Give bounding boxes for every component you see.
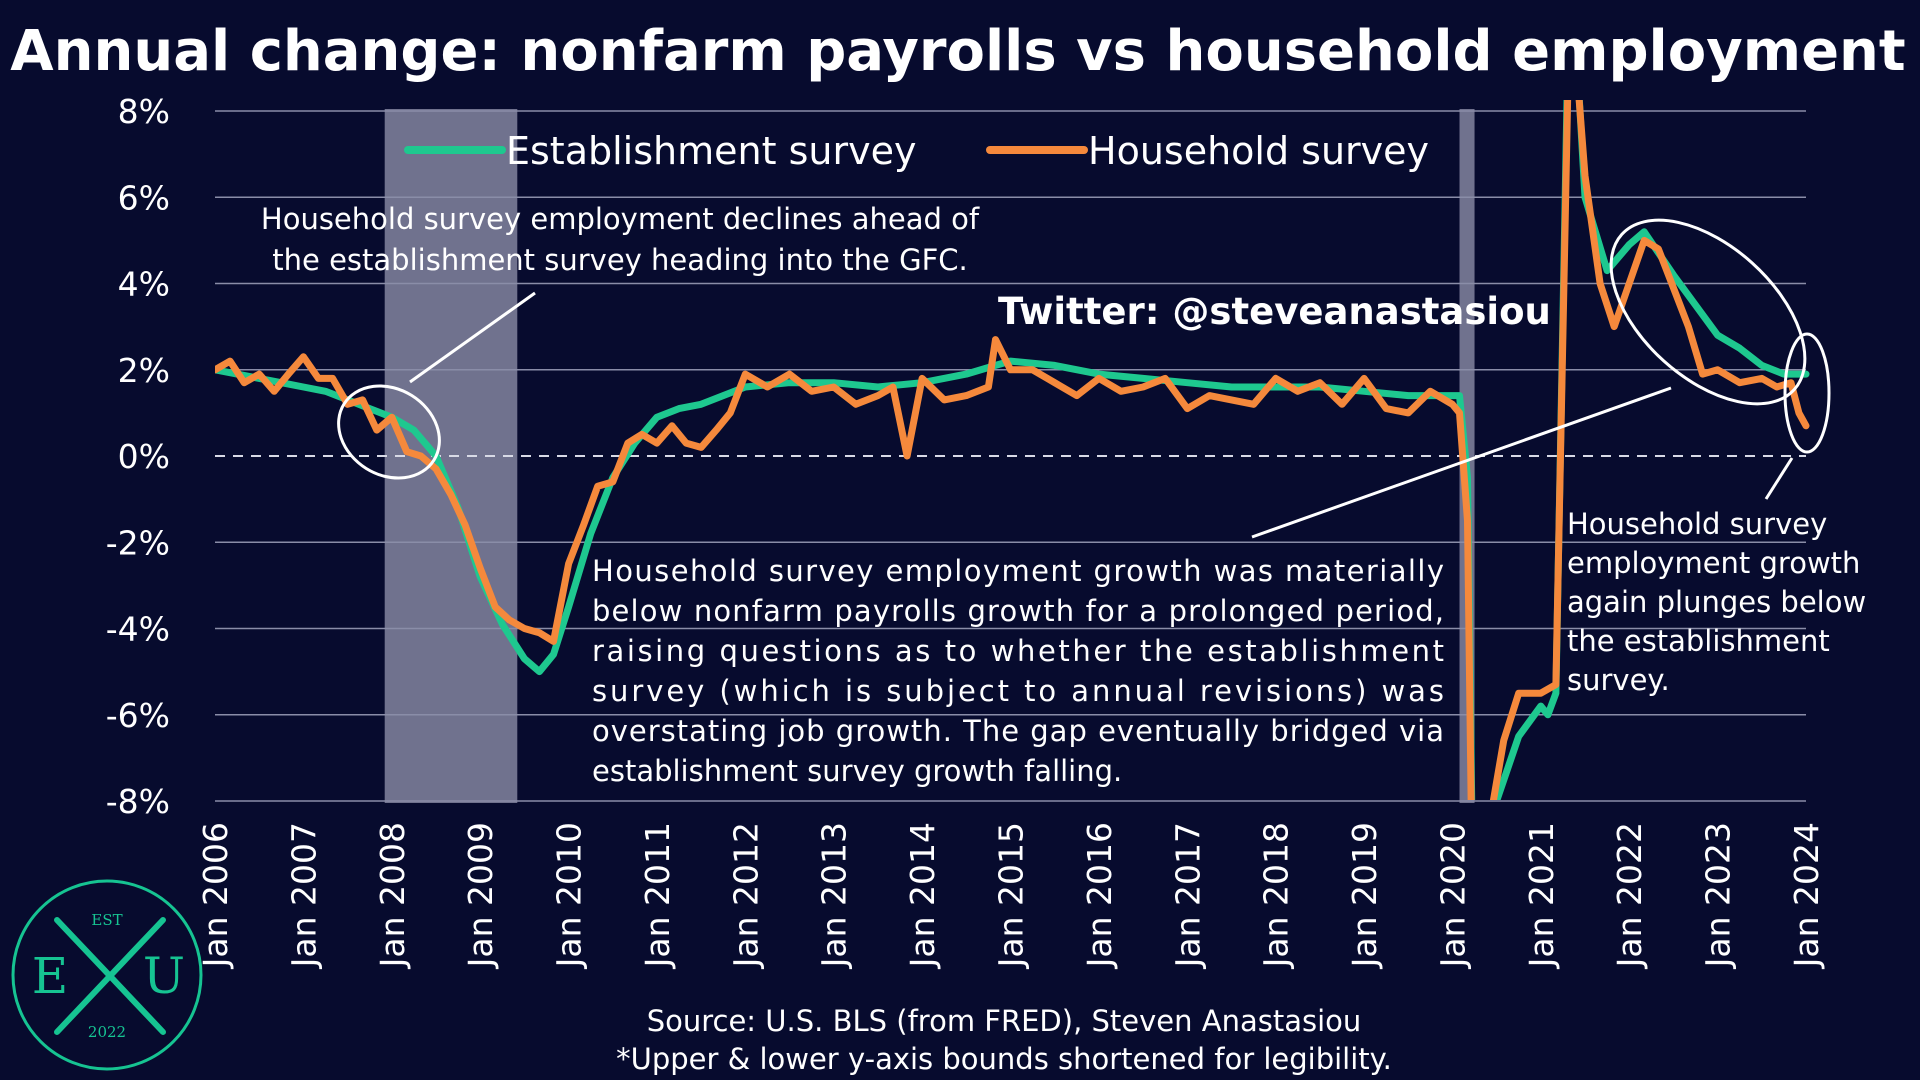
y-tick-label-6: -4% bbox=[106, 610, 170, 649]
annotation-plunge-line-4: the establishment bbox=[1567, 624, 1830, 658]
annotation-gfc-line-2: the establishment survey heading into th… bbox=[272, 243, 967, 277]
annotation-plunge-line-3: again plunges below bbox=[1567, 585, 1866, 619]
x-tick-label-11: Jan 2017 bbox=[1168, 822, 1207, 969]
x-tick-label-9: Jan 2015 bbox=[992, 822, 1031, 969]
source-line-1: Source: U.S. BLS (from FRED), Steven Ana… bbox=[647, 1004, 1362, 1038]
x-tick-label-8: Jan 2014 bbox=[903, 822, 942, 969]
annotation-gap: Household survey employment growth was m… bbox=[592, 218, 1807, 788]
annotation-plunge-pointer bbox=[1764, 457, 1794, 500]
grid-lines bbox=[215, 110, 1806, 802]
logo: EST E U 2022 bbox=[11, 879, 203, 1071]
y-tick-label-4: 0% bbox=[118, 437, 170, 476]
annotation-gfc-pointer bbox=[409, 291, 536, 384]
x-tick-label-2: Jan 2008 bbox=[373, 822, 412, 969]
annotation-gap-line-4: survey (which is subject to annual revis… bbox=[592, 674, 1444, 708]
annotation-gap-pointer bbox=[1251, 386, 1672, 539]
y-axis-ticks: 8% 6% 4% 2% 0% -2% -4% -6% -8% bbox=[106, 92, 170, 821]
x-tick-label-16: Jan 2022 bbox=[1610, 822, 1649, 969]
annotation-plunge-ellipse bbox=[1783, 332, 1831, 454]
x-tick-label-6: Jan 2012 bbox=[726, 822, 765, 969]
annotation-gap-line-3: raising questions as to whether the esta… bbox=[592, 634, 1444, 668]
logo-left-letter: E bbox=[32, 947, 69, 1005]
logo-cross-b bbox=[54, 917, 166, 1035]
logo-right-letter: U bbox=[143, 947, 185, 1005]
annotation-plunge-line-2: employment growth bbox=[1567, 546, 1860, 580]
y-tick-label-7: -6% bbox=[106, 696, 170, 735]
y-tick-label-3: 2% bbox=[118, 351, 170, 390]
annotation-gap-line-1: Household survey employment growth was m… bbox=[592, 554, 1444, 588]
x-tick-label-4: Jan 2010 bbox=[550, 822, 589, 969]
y-tick-label-2: 4% bbox=[118, 265, 170, 304]
x-tick-label-10: Jan 2016 bbox=[1080, 822, 1119, 969]
x-tick-label-12: Jan 2018 bbox=[1257, 822, 1296, 969]
annotation-gap-line-6: establishment survey growth falling. bbox=[592, 754, 1122, 788]
y-tick-label-5: -2% bbox=[106, 523, 170, 562]
x-tick-label-14: Jan 2020 bbox=[1433, 822, 1472, 969]
annotation-gfc: Household survey employment declines ahe… bbox=[261, 202, 980, 480]
annotation-gfc-ellipse bbox=[337, 384, 441, 480]
annotation-gfc-line-1: Household survey employment declines ahe… bbox=[261, 202, 980, 236]
legend-label-establishment: Establishment survey bbox=[506, 129, 916, 173]
annotation-gap-line-2: below nonfarm payrolls growth for a prol… bbox=[592, 594, 1444, 628]
twitter-handle: Twitter: @steveanastasiou bbox=[998, 290, 1551, 333]
annotation-plunge-line-5: survey. bbox=[1567, 663, 1670, 697]
logo-top-text: EST bbox=[91, 911, 122, 929]
x-tick-label-17: Jan 2023 bbox=[1699, 822, 1738, 969]
x-tick-label-7: Jan 2013 bbox=[815, 822, 854, 969]
y-tick-label-0: 8% bbox=[118, 92, 170, 131]
x-axis-ticks: Jan 2006 Jan 2007 Jan 2008 Jan 2009 Jan 2010… bbox=[196, 822, 1826, 969]
logo-ring bbox=[11, 879, 203, 1071]
x-tick-label-15: Jan 2021 bbox=[1522, 822, 1561, 969]
y-tick-label-8: -8% bbox=[106, 782, 170, 821]
x-tick-label-0: Jan 2006 bbox=[196, 822, 235, 969]
legend: Establishment survey Household survey bbox=[404, 129, 1429, 173]
logo-bottom-text: 2022 bbox=[88, 1023, 126, 1041]
annotation-gap-line-5: overstating job growth. The gap eventual… bbox=[592, 714, 1444, 748]
annotation-gap-ellipse bbox=[1609, 218, 1807, 406]
annotation-plunge-line-1: Household survey bbox=[1567, 507, 1827, 541]
legend-label-household: Household survey bbox=[1088, 129, 1429, 173]
x-tick-label-5: Jan 2011 bbox=[638, 822, 677, 969]
y-tick-label-1: 6% bbox=[118, 178, 170, 217]
annotation-plunge: Household survey employment growth again… bbox=[1567, 332, 1866, 697]
x-tick-label-3: Jan 2009 bbox=[461, 822, 500, 969]
series-line-household bbox=[215, 100, 1810, 800]
chart-title: Annual change: nonfarm payrolls vs house… bbox=[10, 19, 1905, 84]
x-tick-label-18: Jan 2024 bbox=[1787, 822, 1826, 969]
x-tick-label-1: Jan 2007 bbox=[284, 822, 323, 969]
x-tick-label-13: Jan 2019 bbox=[1345, 822, 1384, 969]
source-line-2: *Upper & lower y-axis bounds shortened f… bbox=[616, 1042, 1392, 1076]
